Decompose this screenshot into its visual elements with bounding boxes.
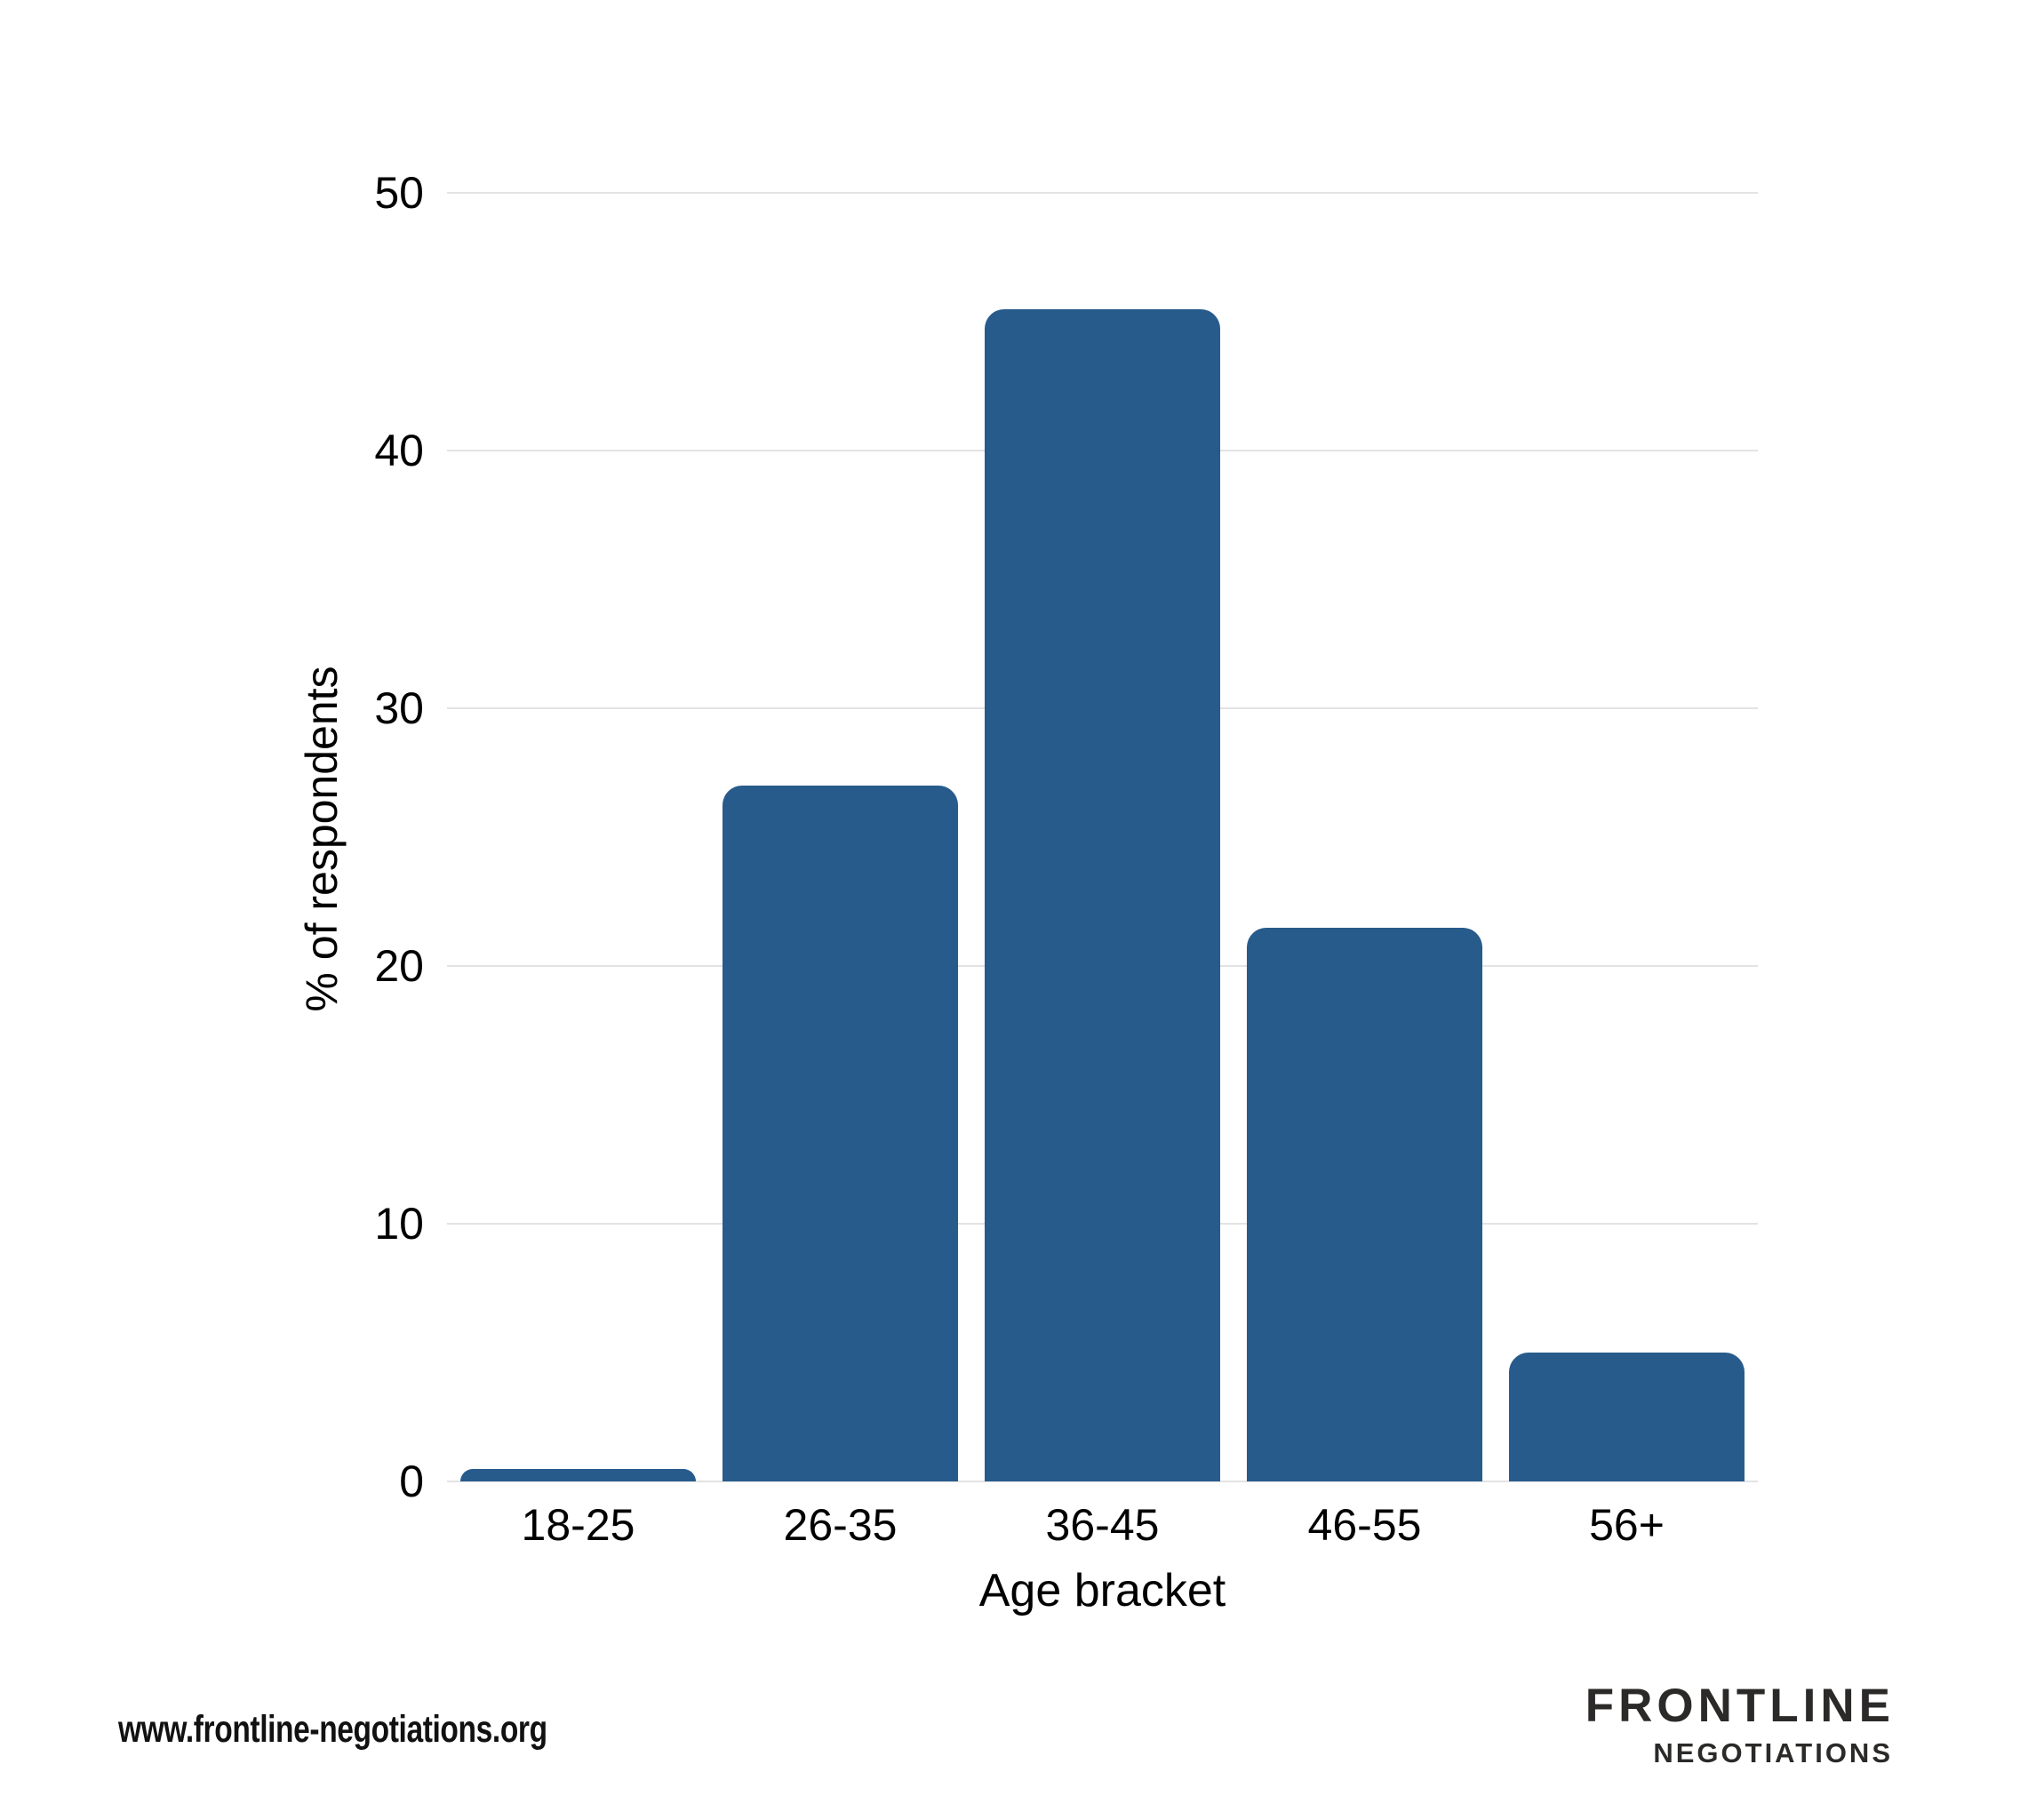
x-tick-label-36-45: 36-45 [1045, 1500, 1160, 1550]
bar-36-45 [985, 308, 1220, 1481]
y-tick-label-10: 10 [374, 1199, 424, 1249]
y-tick-label-0: 0 [399, 1457, 424, 1506]
x-axis-title: Age bracket [978, 1565, 1226, 1616]
x-tick-label-56+: 56+ [1589, 1500, 1665, 1550]
x-tick-label-46-55: 46-55 [1307, 1500, 1422, 1550]
bar-26-35 [723, 786, 958, 1481]
bar-56+ [1509, 1353, 1745, 1481]
x-tick-label-18-25: 18-25 [521, 1500, 635, 1550]
y-axis-title: % of respondents [297, 666, 347, 1012]
x-tick-label-26-35: 26-35 [783, 1500, 898, 1550]
y-tick-label-50: 50 [374, 168, 424, 218]
logo-wordmark-negotiations: NEGOTIATIONS [1653, 1737, 1893, 1768]
frontline-negotiations-logo: FRONTLINE NEGOTIATIONS [1585, 1681, 1890, 1768]
y-tick-label-30: 30 [374, 683, 424, 733]
footer-website-url: www.frontline-negotiations.org [118, 1708, 547, 1751]
bar-18-25 [460, 1468, 696, 1481]
gridline-y-50 [447, 192, 1758, 194]
y-tick-label-40: 40 [374, 426, 424, 475]
logo-wordmark-frontline: FRONTLINE [1585, 1680, 1895, 1732]
bar-46-55 [1247, 927, 1482, 1481]
gridline-y-0 [447, 1481, 1758, 1482]
y-tick-label-20: 20 [374, 941, 424, 991]
